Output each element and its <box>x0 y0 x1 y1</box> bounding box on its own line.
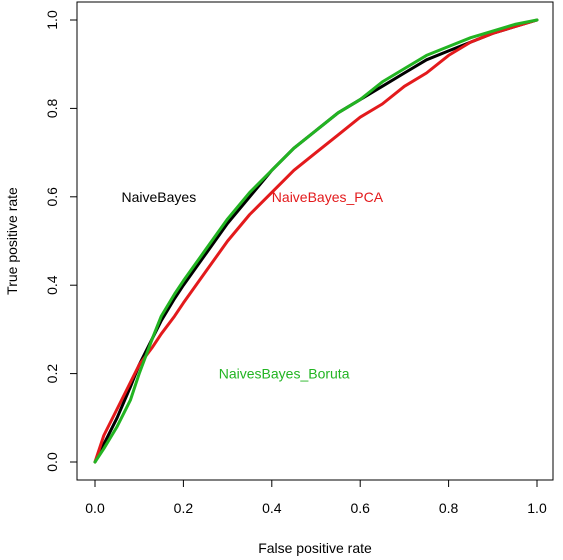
x-tick-label: 1.0 <box>527 500 547 516</box>
series-line-naivebayes <box>93 18 539 464</box>
x-axis: 0.0 0.2 0.4 0.6 0.8 1.0 <box>85 479 547 516</box>
x-tick-label: 0.8 <box>439 500 459 516</box>
series-line-naivebayes-pca <box>93 18 539 464</box>
y-tick-label: 0.0 <box>44 452 60 472</box>
x-tick-label: 0.2 <box>174 500 194 516</box>
y-tick-label: 0.2 <box>44 364 60 384</box>
y-axis: 0.0 0.2 0.4 0.6 0.8 1.0 <box>44 10 78 472</box>
x-tick-label: 0.6 <box>350 500 370 516</box>
y-tick-label: 1.0 <box>44 10 60 30</box>
series-annotation-label: NaivesBayes_Boruta <box>219 366 350 382</box>
y-axis-title: True positive rate <box>4 187 20 295</box>
x-axis-title: False positive rate <box>258 540 372 556</box>
y-tick-label: 0.6 <box>44 187 60 207</box>
series-annotation-label: NaiveBayes_PCA <box>272 189 384 205</box>
plot-frame <box>76 1 554 481</box>
series-layer <box>93 18 539 464</box>
y-tick-label: 0.8 <box>44 98 60 118</box>
annotation-layer: NaiveBayes NaiveBayes_PCA NaivesBayes_Boru… <box>122 189 384 382</box>
series-annotation-label: NaiveBayes <box>122 189 197 205</box>
x-tick-label: 0.0 <box>85 500 105 516</box>
y-tick-label: 0.4 <box>44 275 60 295</box>
series-line-naivesbayes-boruta <box>93 18 539 464</box>
x-tick-label: 0.4 <box>262 500 282 516</box>
